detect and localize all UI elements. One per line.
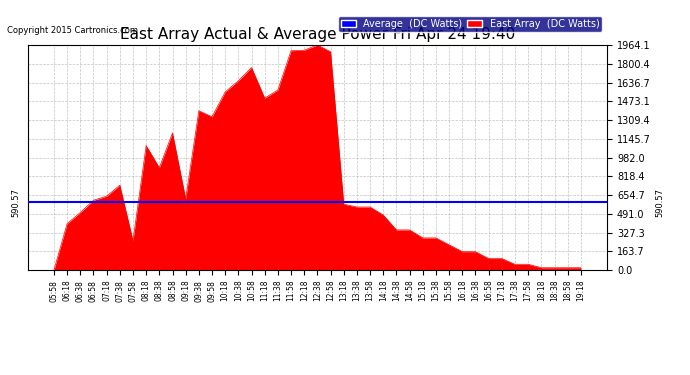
Text: 590.57: 590.57 [12,188,21,217]
Legend: Average  (DC Watts), East Array  (DC Watts): Average (DC Watts), East Array (DC Watts… [338,16,602,32]
Title: East Array Actual & Average Power Fri Apr 24 19:40: East Array Actual & Average Power Fri Ap… [120,27,515,42]
Text: Copyright 2015 Cartronics.com: Copyright 2015 Cartronics.com [7,26,138,35]
Text: 590.57: 590.57 [656,188,664,217]
